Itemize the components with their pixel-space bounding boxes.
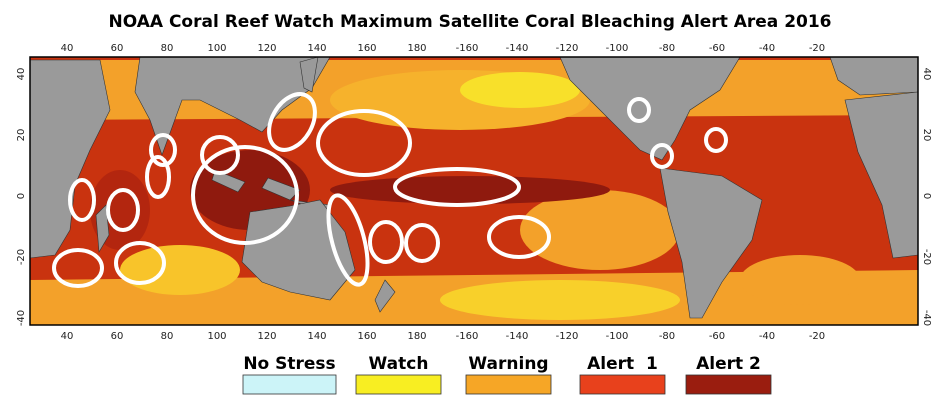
lon-tick-label: -80 — [659, 43, 675, 54]
title: NOAA Coral Reef Watch Maximum Satellite … — [108, 12, 831, 32]
lon-tick-label: 60 — [111, 331, 124, 342]
lon-tick-label: 160 — [357, 43, 376, 54]
lat-tick-label: 40 — [921, 68, 932, 81]
legend-swatch — [579, 374, 666, 395]
lon-tick-label: 140 — [307, 331, 326, 342]
lon-tick-label: 100 — [207, 43, 226, 54]
lon-tick-label: -40 — [759, 43, 775, 54]
lon-tick-label: -160 — [456, 331, 479, 342]
lon-tick-label: 120 — [257, 43, 276, 54]
lon-tick-label: -80 — [659, 331, 675, 342]
lon-tick-label: 160 — [357, 331, 376, 342]
lat-tick-label: 40 — [16, 68, 27, 81]
lon-tick-label: -60 — [709, 43, 725, 54]
highlight-rings — [52, 92, 728, 288]
lon-tick-label: 180 — [407, 331, 426, 342]
legend-swatch — [465, 374, 552, 395]
lon-tick-label: 40 — [61, 331, 74, 342]
lon-tick-label: 180 — [407, 43, 426, 54]
map-frame — [29, 56, 919, 326]
legend-label: Watch — [369, 354, 429, 374]
legend-swatch — [355, 374, 442, 395]
lat-tick-label: 0 — [16, 193, 27, 199]
legend-label: Warning — [468, 354, 548, 374]
legend-swatch — [242, 374, 337, 395]
lon-tick-label: 120 — [257, 331, 276, 342]
lat-tick-label: 0 — [921, 193, 932, 199]
lon-tick-label: -100 — [606, 331, 629, 342]
lon-tick-label: 100 — [207, 331, 226, 342]
lon-tick-label: -140 — [506, 43, 529, 54]
lon-tick-label: -40 — [759, 331, 775, 342]
ticks: 40 40 60 60 80 80 100 100 120 120 140 140 160 160 180 1… — [16, 43, 932, 342]
lon-tick-label: -60 — [709, 331, 725, 342]
legend-label: Alert 1 — [587, 354, 658, 374]
lon-tick-label: -20 — [809, 331, 825, 342]
lon-tick-label: 140 — [307, 43, 326, 54]
lon-tick-label: -120 — [556, 43, 579, 54]
lon-tick-label: 80 — [161, 43, 174, 54]
lon-tick-label: 60 — [111, 43, 124, 54]
lat-tick-label: -20 — [921, 249, 932, 265]
lon-tick-label: -20 — [809, 43, 825, 54]
lat-tick-label: -40 — [921, 310, 932, 326]
lon-tick-label: -160 — [456, 43, 479, 54]
lat-tick-label: 20 — [16, 129, 27, 142]
legend-swatch — [685, 374, 772, 395]
lon-tick-label: -140 — [506, 331, 529, 342]
legend: No Stress Watch Warning Alert 1 Alert 2 — [242, 354, 772, 395]
map — [30, 57, 918, 325]
lon-tick-label: -120 — [556, 331, 579, 342]
legend-label: No Stress — [243, 354, 335, 374]
lon-tick-label: 80 — [161, 331, 174, 342]
lat-tick-label: -40 — [16, 310, 27, 326]
lat-tick-label: -20 — [16, 249, 27, 265]
lon-tick-label: -100 — [606, 43, 629, 54]
legend-label: Alert 2 — [696, 354, 761, 374]
lat-tick-label: 20 — [921, 129, 932, 142]
lon-tick-label: 40 — [61, 43, 74, 54]
